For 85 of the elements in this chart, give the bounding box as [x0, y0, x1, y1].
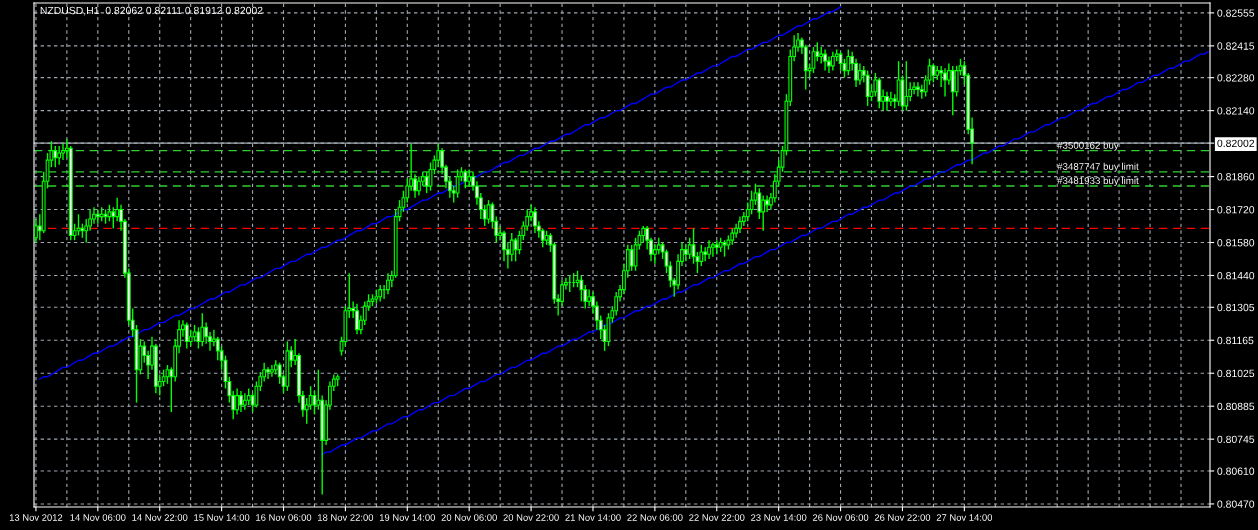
candlestick	[355, 303, 359, 336]
candlestick	[865, 69, 870, 107]
x-tick-label: 19 Nov 14:00	[379, 514, 436, 521]
candlestick	[196, 326, 201, 350]
y-tick-label: 0.81860	[1217, 173, 1255, 181]
candlestick	[885, 91, 889, 112]
candlestick	[254, 380, 259, 409]
candlestick	[710, 241, 715, 258]
y-tick-label: 0.81440	[1217, 271, 1255, 280]
candlestick	[76, 213, 81, 237]
candlestick	[761, 194, 766, 232]
candlestick	[235, 387, 240, 416]
x-tick-label: 26 Nov 06:00	[812, 514, 869, 521]
candlestick	[606, 312, 611, 347]
x-tick-label: 27 Nov 14:00	[936, 514, 993, 521]
candlestick	[416, 175, 421, 197]
y-tick-label: 0.82280	[1217, 74, 1255, 82]
candlestick	[873, 72, 878, 98]
candlestick	[386, 272, 390, 296]
candlestick	[857, 62, 862, 86]
candlestick	[823, 48, 828, 72]
ref-line-label: #3500162 buy	[1057, 141, 1119, 151]
y-tick-label: 0.82002	[1217, 139, 1255, 148]
candlestick	[269, 364, 274, 378]
candlestick	[61, 142, 65, 161]
x-tick-label: 22 Nov 22:00	[689, 514, 745, 521]
candlestick	[811, 46, 816, 74]
y-tick-label: 0.81305	[1217, 303, 1255, 312]
candlestick	[455, 168, 460, 199]
y-tick-label: 0.80610	[1217, 467, 1255, 475]
y-tick-label: 0.82415	[1217, 42, 1255, 50]
candlestick	[846, 48, 851, 76]
candlestick	[757, 187, 762, 220]
candlestick	[950, 65, 955, 117]
candlestick	[888, 91, 893, 107]
x-tick-label: 16 Nov 06:00	[256, 514, 312, 521]
x-tick-label: 26 Nov 22:00	[874, 514, 931, 521]
candlestick	[165, 364, 170, 385]
candlestick	[34, 218, 38, 244]
x-tick-label: 21 Nov 14:00	[565, 514, 621, 521]
y-tick-label: 0.80470	[1217, 500, 1255, 508]
candlestick	[904, 60, 909, 112]
y-tick-label: 0.82555	[1217, 9, 1255, 17]
candlestick	[579, 274, 584, 303]
x-tick-label: 22 Nov 06:00	[627, 514, 683, 521]
candlestick	[239, 390, 243, 413]
candlestick	[533, 206, 537, 234]
candlestick	[184, 321, 189, 350]
y-tick-label: 0.81165	[1217, 336, 1254, 345]
x-tick-label: 20 Nov 06:00	[441, 514, 497, 521]
line-series	[321, 51, 1209, 456]
candlestick	[57, 145, 62, 166]
candlestick	[707, 239, 711, 260]
x-tick-label: 14 Nov 22:00	[132, 514, 188, 521]
ref-line-label: #3481933 buy limit	[1057, 176, 1139, 186]
y-tick-label: 0.82140	[1217, 107, 1255, 115]
candlestick	[200, 312, 205, 347]
candlestick	[830, 51, 835, 72]
candlestick	[703, 246, 708, 263]
candlestick	[312, 390, 317, 416]
y-tick-label: 0.81720	[1217, 206, 1255, 214]
candlestick	[111, 206, 116, 230]
y-tick-label: 0.80745	[1217, 435, 1255, 444]
x-tick-label: 15 Nov 14:00	[194, 514, 250, 521]
x-tick-label: 18 Nov 22:00	[318, 514, 374, 521]
y-tick-label: 0.80885	[1217, 402, 1255, 411]
x-tick-label: 14 Nov 06:00	[70, 514, 126, 521]
candlestick	[242, 392, 247, 411]
line-series	[39, 6, 842, 380]
candlestick	[765, 194, 769, 213]
candlestick	[629, 244, 634, 272]
candlestick	[943, 67, 947, 98]
candlestick	[95, 208, 100, 225]
candlestick	[266, 366, 270, 380]
x-tick-label: 23 Nov 14:00	[751, 514, 807, 521]
y-tick-label: 0.81025	[1217, 369, 1255, 378]
chart-title: NZDUSD,H1 0.82062 0.82111 0.81912 0.82002	[40, 6, 263, 16]
x-tick-label: 20 Nov 22:00	[503, 514, 559, 521]
candlestick	[687, 237, 692, 260]
candlestick	[53, 145, 58, 168]
candlestick	[877, 76, 882, 109]
candlestick	[916, 81, 920, 98]
ref-line-label: #3487747 buy limit	[1057, 162, 1139, 172]
y-tick-label: 0.81580	[1217, 239, 1255, 247]
x-tick-label: 13 Nov 2012	[9, 514, 63, 521]
